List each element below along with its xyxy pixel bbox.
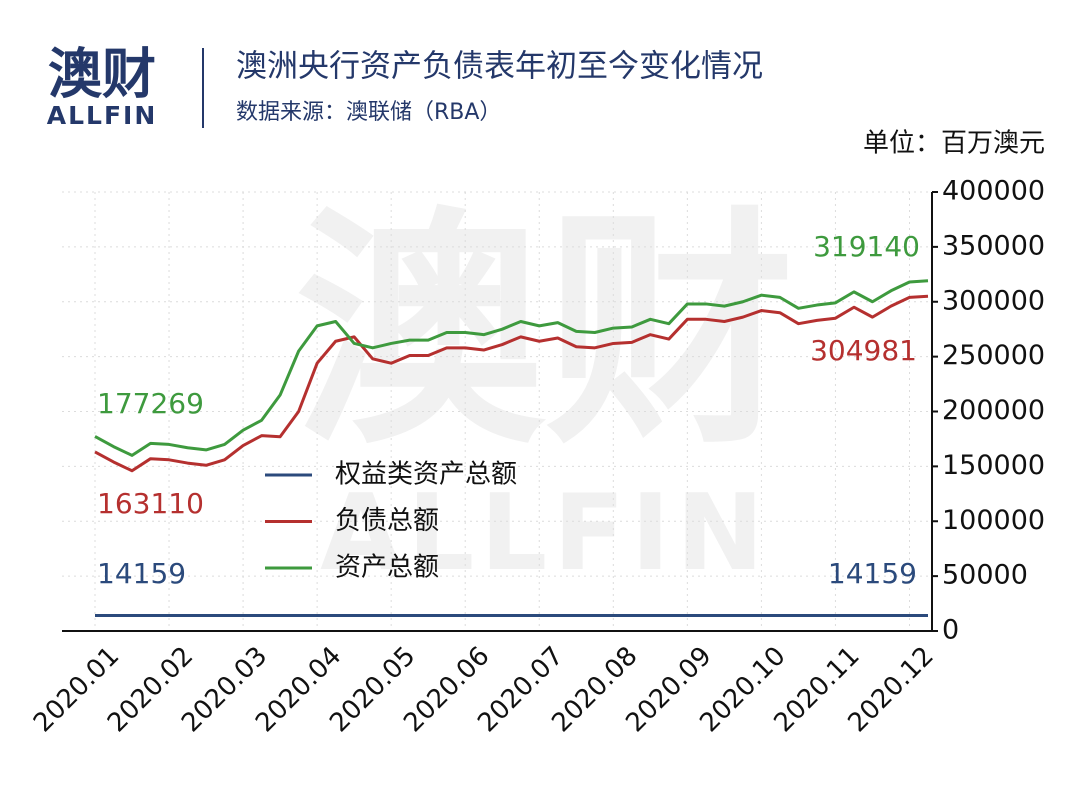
unit-label: 单位：百万澳元 [863, 129, 1045, 159]
subtitle: 数据来源：澳联储（RBA） [236, 100, 501, 125]
y-tick-label: 250000 [942, 340, 1045, 371]
series-line [94, 279, 929, 457]
watermark-cn: 澳财 [295, 186, 795, 477]
series-line [94, 294, 929, 473]
y-tick-label: 0 [942, 615, 959, 646]
legend-label: 负债总额 [335, 506, 439, 536]
y-tick-label: 150000 [942, 450, 1045, 481]
value-label: 319140 [813, 230, 920, 263]
y-tick-label: 100000 [942, 505, 1045, 536]
value-label: 14159 [828, 557, 917, 590]
y-tick-label: 400000 [942, 176, 1045, 207]
watermark-en: ALLFIN [320, 472, 770, 594]
legend-label: 资产总额 [335, 553, 439, 583]
value-label: 14159 [97, 557, 186, 590]
y-tick-label: 350000 [942, 230, 1045, 261]
y-tick-label: 300000 [942, 285, 1045, 316]
y-tick-label: 200000 [942, 395, 1045, 426]
y-tick-label: 50000 [942, 560, 1028, 591]
legend-label: 权益类资产总额 [335, 460, 517, 490]
logo-en: ALLFIN [47, 101, 158, 130]
chart-title: 澳洲央行资产负债表年初至今变化情况 [236, 49, 763, 85]
value-label: 177269 [97, 387, 204, 420]
value-label: 163110 [97, 487, 204, 520]
value-label: 304981 [810, 334, 917, 367]
logo-cn: 澳财 [48, 43, 156, 106]
